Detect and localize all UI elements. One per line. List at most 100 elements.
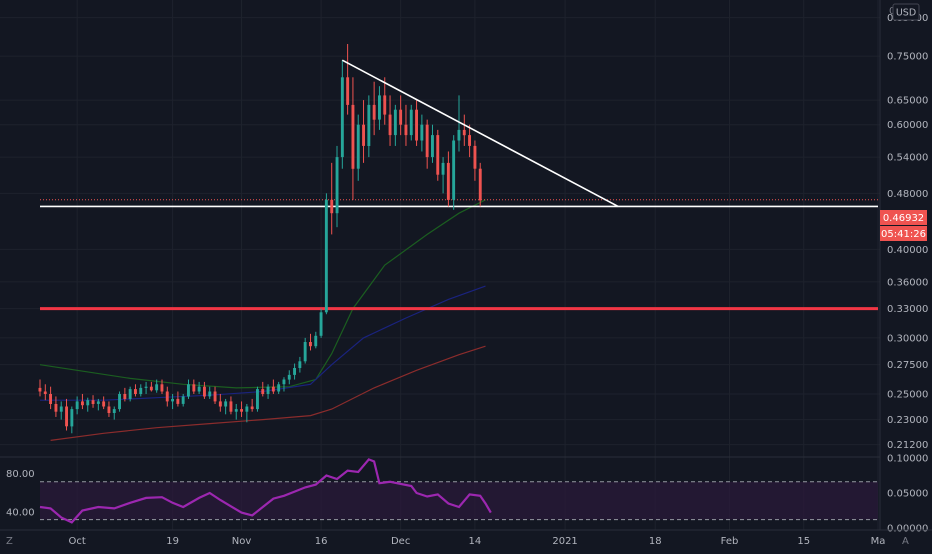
oscillator-tick-label: 0.05000 [887,489,928,500]
candle-body [388,114,392,136]
candle-body [213,391,217,402]
candle-body [393,109,397,136]
candle-body [203,386,206,397]
moving-averages [39,199,486,441]
countdown-text: 05:41:26 [881,229,926,240]
oscillator-axis: 0.10000 0.05000 0.00000 80.00 40.00 [6,454,928,535]
candle-body [224,401,228,407]
trendlines [341,59,619,208]
price-tick-label: 0.36000 [887,277,928,288]
candle-body [192,384,196,392]
candle-body [65,406,68,427]
candle-body [436,135,440,175]
candle-body [245,406,249,412]
candle-body [473,145,477,169]
candle-body [81,401,84,406]
oscillator-band [40,481,878,520]
currency-button[interactable] [892,3,920,21]
candle-body [86,400,90,406]
candle-body [75,401,79,410]
candle-body [187,384,190,397]
price-tick-label: 0.48000 [887,189,928,200]
candle-body [378,95,381,120]
candle-body [309,342,312,347]
time-axis[interactable]: Oct 19 Nov 16 Dec 14 2021 18 Feb 15 Ma [68,536,885,547]
time-tick-label: 15 [797,536,810,547]
price-tick-label: 0.30000 [887,333,928,344]
candle-body [160,384,164,392]
candle-body [303,342,307,362]
candle-body [128,389,132,399]
price-tick-label: 0.65000 [887,96,928,107]
candle-body [330,199,334,214]
candle-body [38,387,42,392]
candle-body [441,162,445,175]
auto-scale-label[interactable]: A [902,536,909,547]
candle-body [457,129,461,141]
candle-body [478,168,482,201]
time-tick-label: Oct [68,536,85,547]
candle-body [319,312,323,336]
candle-body [134,389,137,394]
candle-body [282,379,286,385]
candle-body [314,335,318,347]
candle-body [383,95,387,115]
price-tick-label: 0.54000 [887,153,928,164]
candle-body [425,124,429,158]
time-tick-label: 16 [315,536,328,547]
candle-body [107,406,111,413]
price-tick-label: 0.40000 [887,245,928,256]
candle-body [149,386,153,391]
candle-body [335,157,339,214]
candle-body [155,384,159,391]
candle-body [176,398,180,404]
horizontal-lines [40,199,878,311]
price-tick-label: 0.25000 [887,389,928,400]
candle-body [102,401,106,407]
candle-body [420,124,424,141]
time-tick-label: 14 [469,536,482,547]
candle-body [468,135,471,146]
candle-body [197,386,201,392]
price-axis[interactable]: 0.850000.750000.650000.600000.540000.480… [887,13,928,451]
axis-top-tick: 0 [889,6,895,17]
last-price-badge [880,210,927,225]
candle-body [208,391,212,397]
candle-body [49,394,52,404]
time-tick-label: Ma [871,536,886,547]
oscillator-level-label: 80.00 [6,469,35,480]
candle-body [293,368,296,375]
oscillator-line [39,458,492,524]
candle-body [287,374,291,380]
time-tick-label: 18 [649,536,662,547]
candle-body [367,104,371,146]
time-tick-label: Feb [721,536,739,547]
candle-body [171,398,174,402]
candle-body [91,400,95,404]
candle-body [112,409,116,413]
candle-body [399,109,403,125]
candle-body [340,77,344,158]
candle-body [59,406,63,412]
price-tick-label: 0.60000 [887,120,928,131]
price-tick-label: 0.33000 [887,304,928,315]
moving-average-line [40,285,486,401]
currency-label: USD [896,8,916,19]
candle-body [240,409,243,412]
zoom-icon-label[interactable]: Z [6,536,13,547]
candle-body [256,389,259,410]
oscillator-tick-label: 0.10000 [887,454,928,465]
candle-body [54,404,58,412]
candle-body [452,140,456,200]
oscillator-pane [39,458,878,524]
candle-body [356,124,360,169]
candle-body [139,387,143,394]
candle-body [462,129,466,136]
candle-body [229,401,233,412]
candle-body [250,406,254,410]
price-tick-label: 0.23000 [887,415,928,426]
oscillator-tick-label: 0.00000 [887,524,928,535]
